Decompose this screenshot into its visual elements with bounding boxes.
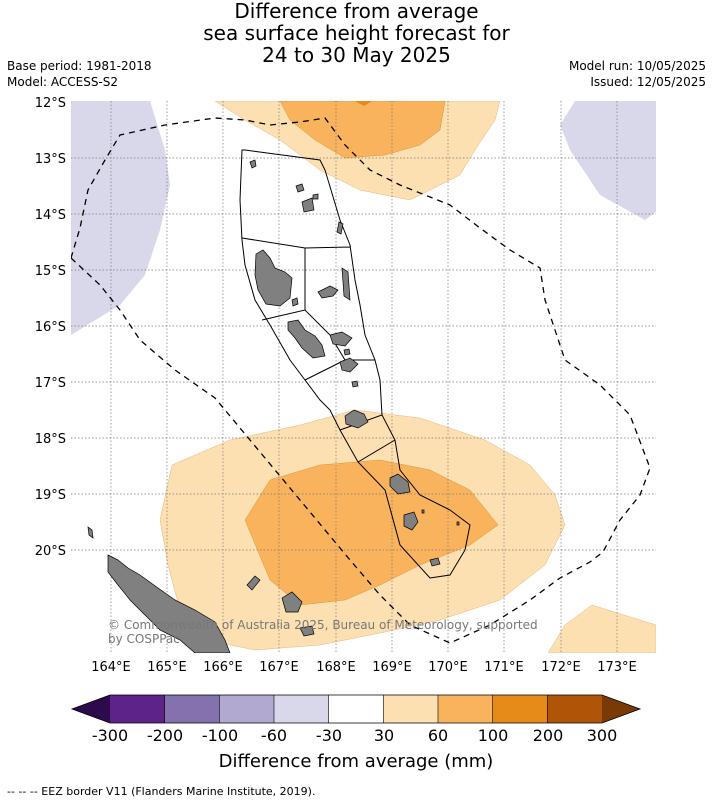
island-efate: [344, 409, 369, 429]
island-tongoa: [351, 380, 359, 388]
island-torres: [249, 159, 257, 169]
lat-label: 17°S: [35, 376, 66, 391]
island-malo: [291, 297, 299, 307]
lon-label: 166°E: [203, 660, 243, 675]
map-title: Difference from average sea surface heig…: [0, 0, 713, 66]
lon-label: 172°E: [541, 660, 581, 675]
colorbar-segment: [219, 695, 275, 723]
colorbar-extend-low: [72, 695, 110, 723]
anomaly-neg-east: [560, 101, 656, 220]
island-ouvea: [246, 575, 261, 591]
anomaly-60-100-north: [279, 101, 446, 159]
eez-legend-note: -- -- -- EEZ border V11 (Flanders Marine…: [7, 785, 316, 798]
colorbar-segment: [492, 695, 548, 723]
cb-tick-label: -200: [147, 726, 183, 745]
lat-label: 13°S: [35, 152, 66, 167]
lon-label: 165°E: [147, 660, 187, 675]
colorbar-segment: [547, 695, 603, 723]
cb-tick-label: 100: [478, 726, 509, 745]
colorbar-segment: [110, 695, 165, 723]
lat-label: 14°S: [35, 208, 66, 223]
lat-label: 18°S: [35, 432, 66, 447]
colorbar-tick-labels: -300 -200 -100 -60 -30 30 60 100 200 300: [92, 726, 617, 745]
anomaly-neg-west: [71, 101, 170, 335]
lon-label: 164°E: [91, 660, 131, 675]
island-tanna: [403, 511, 419, 531]
island-aneityum: [429, 557, 441, 567]
title-line-1: Difference from average: [234, 0, 479, 23]
grid-lines: [71, 101, 656, 653]
run-info: Model run: 10/05/2025 Issued: 12/05/2025: [569, 58, 706, 90]
eez-border: [71, 117, 651, 644]
colorbar-segment: [383, 695, 439, 723]
latitude-labels: 12°S 13°S 14°S 15°S 16°S 17°S 18°S 19°S …: [35, 96, 66, 559]
island-ambae: [317, 285, 339, 299]
lat-label: 19°S: [35, 488, 66, 503]
title-line-2: sea surface height forecast for: [203, 21, 510, 45]
cb-tick-label: 200: [533, 726, 564, 745]
base-info: Base period: 1981-2018 Model: ACCESS-S2: [7, 58, 152, 90]
island-pentecost: [341, 267, 351, 301]
colorbar-segment: [328, 695, 384, 723]
cb-tick-label: -300: [92, 726, 128, 745]
lon-label: 168°E: [316, 660, 356, 675]
model-name: Model: ACCESS-S2: [7, 75, 119, 89]
island-futuna: [456, 521, 460, 526]
island-grande-terre: [107, 554, 231, 653]
island-lifou: [281, 591, 303, 613]
base-period: Base period: 1981-2018: [7, 59, 152, 73]
colorbar-outline: [70, 694, 642, 724]
map-figure: © Commonwealth of Australia 2025, Bureau…: [35, 96, 656, 772]
colorbar: [70, 694, 642, 724]
island-maewo: [336, 221, 344, 235]
island-espiritu-santo: [254, 249, 293, 307]
lon-label: 169°E: [372, 660, 412, 675]
lat-label: 15°S: [35, 264, 66, 279]
island-ureparapara: [312, 193, 319, 200]
model-run: Model run: 10/05/2025: [568, 59, 706, 73]
lat-label: 16°S: [35, 320, 66, 335]
island-vanua-lava: [295, 183, 305, 193]
island-ambrym: [329, 331, 353, 347]
lon-label: 167°E: [259, 660, 299, 675]
lon-label: 170°E: [428, 660, 468, 675]
anomaly-100-200-north: [355, 101, 372, 106]
cb-tick-label: 300: [587, 726, 618, 745]
copyright-notice: © Commonwealth of Australia 2025, Bureau…: [108, 618, 541, 646]
copyright-line-1: © Commonwealth of Australia 2025, Bureau…: [108, 618, 538, 632]
colorbar-segment: [438, 695, 493, 723]
cb-tick-label: -30: [316, 726, 342, 745]
island-epi: [339, 357, 359, 373]
anomaly-60-100-south: [244, 459, 499, 606]
island-erromango: [389, 473, 411, 495]
longitude-labels: 164°E 165°E 166°E 167°E 168°E 169°E 170°…: [91, 660, 637, 675]
new-caledonia: [87, 526, 315, 653]
map-panel: © Commonwealth of Australia 2025, Bureau…: [71, 101, 656, 653]
island-aniwa: [421, 509, 425, 514]
title-line-3: 24 to 30 May 2025: [262, 43, 451, 67]
island-belep: [87, 526, 94, 539]
island-gaua: [301, 197, 315, 213]
cb-tick-label: 30: [374, 726, 394, 745]
cb-tick-label: 60: [428, 726, 448, 745]
cb-tick-label: -100: [202, 726, 238, 745]
copyright-line-2: by COSPPac: [108, 632, 180, 646]
vanuatu-islands: [249, 159, 460, 567]
lon-label: 173°E: [597, 660, 637, 675]
island-paama: [343, 348, 351, 356]
island-malekula: [287, 319, 326, 359]
lat-label: 20°S: [35, 544, 66, 559]
colorbar-segment: [274, 695, 329, 723]
colorbar-extend-high: [602, 695, 640, 723]
cb-tick-label: -60: [261, 726, 287, 745]
lat-label: 12°S: [35, 96, 66, 111]
colorbar-segment: [164, 695, 220, 723]
colorbar-title: Difference from average (mm): [219, 751, 494, 772]
lon-label: 171°E: [484, 660, 524, 675]
anomaly-30-60-southeast: [547, 604, 656, 653]
island-mare: [299, 625, 315, 637]
issued-date: Issued: 12/05/2025: [590, 75, 706, 89]
